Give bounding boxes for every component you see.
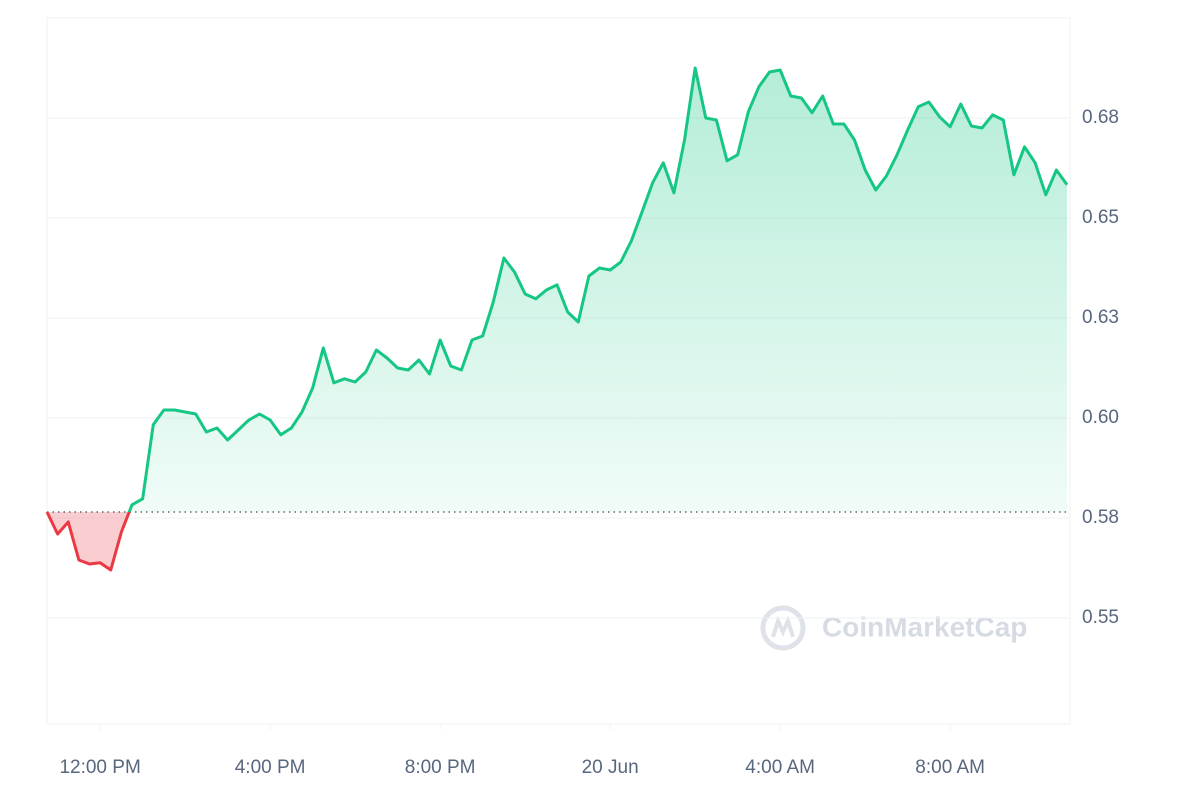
x-tick-label: 4:00 AM <box>745 757 815 778</box>
x-tick-label: 12:00 PM <box>59 757 140 778</box>
y-tick-label: 0.68 <box>1082 107 1119 128</box>
area-up <box>47 68 1068 512</box>
x-tick-label: 8:00 AM <box>915 757 985 778</box>
watermark: CoinMarketCap <box>822 611 1027 642</box>
x-tick-label: 8:00 PM <box>405 757 476 778</box>
plot-frame <box>46 17 1071 725</box>
y-tick-label: 0.65 <box>1082 207 1119 228</box>
y-tick-label: 0.60 <box>1082 407 1119 428</box>
watermark-logo <box>760 605 806 651</box>
x-tick-label: 20 Jun <box>582 757 639 778</box>
y-tick-label: 0.63 <box>1082 307 1119 328</box>
x-tick-label: 4:00 PM <box>235 757 306 778</box>
price-line-up <box>47 66 1069 512</box>
y-tick-label: 0.58 <box>1082 507 1119 528</box>
y-tick-label: 0.55 <box>1082 607 1119 628</box>
